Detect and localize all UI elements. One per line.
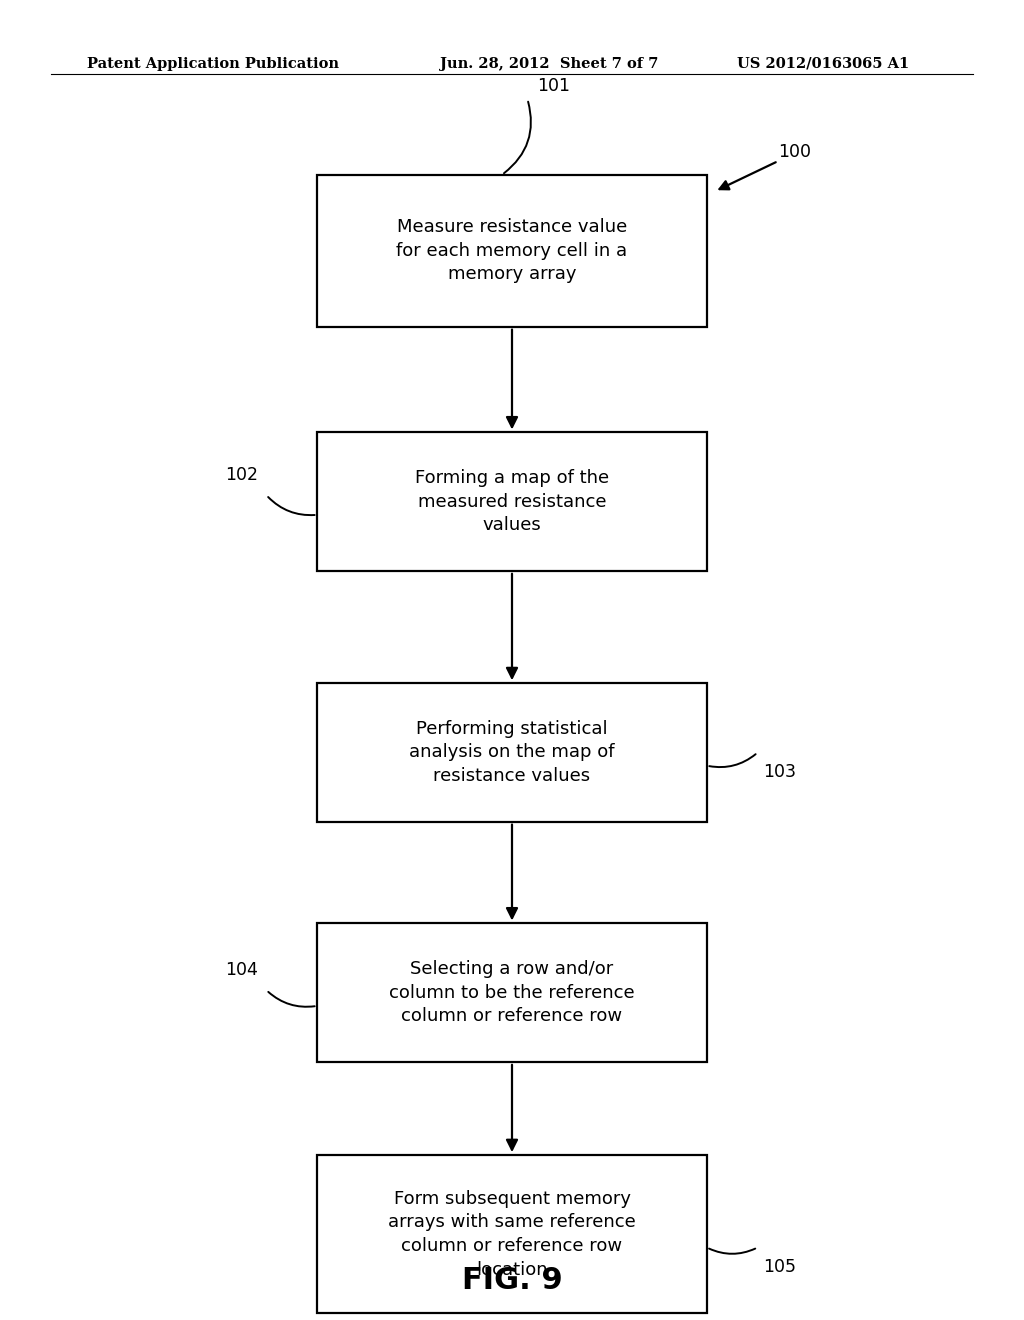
Bar <box>317 924 707 1061</box>
Text: Patent Application Publication: Patent Application Publication <box>87 57 339 71</box>
Text: Performing statistical
analysis on the map of
resistance values: Performing statistical analysis on the m… <box>410 719 614 785</box>
Bar <box>317 174 707 326</box>
Bar <box>317 433 707 570</box>
Text: US 2012/0163065 A1: US 2012/0163065 A1 <box>737 57 909 71</box>
Text: Forming a map of the
measured resistance
values: Forming a map of the measured resistance… <box>415 469 609 535</box>
Text: 102: 102 <box>225 466 258 484</box>
Bar <box>317 1155 707 1313</box>
Text: Jun. 28, 2012  Sheet 7 of 7: Jun. 28, 2012 Sheet 7 of 7 <box>440 57 658 71</box>
Text: 101: 101 <box>538 77 570 95</box>
Text: Selecting a row and/or
column to be the reference
column or reference row: Selecting a row and/or column to be the … <box>389 960 635 1026</box>
Text: 104: 104 <box>225 961 258 979</box>
Bar <box>317 684 707 821</box>
Text: FIG. 9: FIG. 9 <box>462 1266 562 1295</box>
Text: 103: 103 <box>763 763 796 781</box>
Text: 100: 100 <box>778 143 811 161</box>
Text: Measure resistance value
for each memory cell in a
memory array: Measure resistance value for each memory… <box>396 218 628 284</box>
Text: 105: 105 <box>763 1258 796 1276</box>
Text: Form subsequent memory
arrays with same reference
column or reference row
locati: Form subsequent memory arrays with same … <box>388 1189 636 1279</box>
